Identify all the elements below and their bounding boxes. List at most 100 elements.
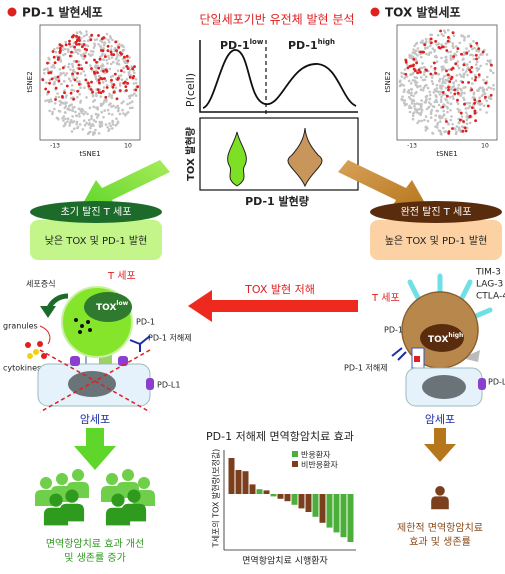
cell-dot xyxy=(82,70,85,73)
cell-dot xyxy=(462,96,465,100)
cell-dot xyxy=(462,53,466,57)
cell-dot xyxy=(116,69,120,72)
cell-dot xyxy=(108,122,111,125)
cell-dot xyxy=(128,101,132,105)
cell-dot xyxy=(72,34,75,37)
cell-dot xyxy=(126,82,130,85)
cell-dot xyxy=(464,107,468,110)
cell-dot xyxy=(69,91,73,95)
cell-dot xyxy=(104,100,108,103)
cell-dot xyxy=(464,85,467,89)
cell-dot xyxy=(454,62,458,66)
cell-dot xyxy=(420,55,423,59)
cell-dot xyxy=(470,106,474,109)
cell-dot xyxy=(78,92,81,96)
cell-dot xyxy=(470,88,474,92)
tick-label: -13 xyxy=(407,143,417,150)
cell-dot xyxy=(82,112,86,116)
cell-dot xyxy=(116,120,120,123)
cell-dot xyxy=(445,58,448,62)
cell-dot xyxy=(485,53,489,56)
cell-dot xyxy=(435,43,438,46)
cell-dot xyxy=(97,66,101,70)
cell-dot xyxy=(446,28,450,32)
cell-dot xyxy=(131,67,135,71)
cell-dot xyxy=(465,118,469,122)
cell-dot xyxy=(122,45,125,49)
cell-dot xyxy=(118,89,122,92)
cell-dot xyxy=(477,73,481,77)
cell-dot xyxy=(53,107,56,111)
cell-dot xyxy=(428,39,432,43)
cell-dot xyxy=(463,102,466,106)
cell-dot xyxy=(95,66,98,70)
cell-dot xyxy=(445,60,448,64)
cell-dot xyxy=(468,114,472,118)
cell-dot xyxy=(453,92,457,96)
cell-dot xyxy=(70,50,73,54)
panel-title: TOX 발현세포 xyxy=(385,5,461,20)
cell-dot xyxy=(114,47,117,50)
cell-dot xyxy=(69,79,72,83)
cell-dot xyxy=(414,52,418,56)
cell-dot xyxy=(120,69,123,73)
cell-dot xyxy=(428,97,431,101)
axes xyxy=(199,40,358,113)
cell-dot xyxy=(57,56,60,60)
cell-dot xyxy=(102,86,106,89)
axis-label: tSNE2 xyxy=(384,71,392,92)
cell-dot xyxy=(488,60,492,64)
cell-dot xyxy=(446,39,450,43)
cell-dot xyxy=(454,45,458,48)
cell-dot xyxy=(457,128,461,132)
cell-dot xyxy=(409,87,413,91)
cell-dot xyxy=(52,55,56,59)
marker-label: CTLA-4 xyxy=(476,292,505,302)
cell-dot xyxy=(73,70,77,74)
cell-dot xyxy=(125,65,129,68)
cell-dot xyxy=(105,86,109,89)
cell-dot xyxy=(82,52,85,56)
cell-dot xyxy=(452,34,456,38)
cell-dot xyxy=(54,76,58,79)
cell-dot xyxy=(82,43,86,46)
cell-dot xyxy=(434,71,437,75)
cell-dot xyxy=(68,39,71,43)
cell-dot xyxy=(66,117,70,120)
cell-dot xyxy=(108,128,111,131)
cell-dot xyxy=(71,109,75,113)
cell-dot xyxy=(453,52,457,56)
cell-dot xyxy=(107,38,110,42)
cell-dot xyxy=(438,84,442,87)
cell-dot xyxy=(136,85,140,89)
cell-dot xyxy=(424,75,428,78)
cell-dot xyxy=(438,79,441,83)
chart-title: PD-1 저해제 면역항암치료 효과 xyxy=(206,429,354,443)
cell-dot xyxy=(59,72,63,75)
cell-dot xyxy=(102,101,105,105)
cell-dot xyxy=(100,49,103,52)
cell-dot xyxy=(106,126,109,129)
cell-dot xyxy=(430,80,434,83)
cell-dot xyxy=(439,100,443,104)
cell-dot xyxy=(444,81,447,85)
cell-dot xyxy=(486,75,489,79)
cell-dot xyxy=(90,117,93,120)
cell-dot xyxy=(411,72,414,76)
cell-dot xyxy=(446,73,450,77)
axis-label: T세포의 TOX 발현량(보정값) xyxy=(211,449,221,549)
cell-dot xyxy=(134,81,138,85)
cell-dot xyxy=(446,94,449,98)
cell-dot xyxy=(460,89,463,92)
cell-dot xyxy=(411,51,415,54)
cell-dot xyxy=(62,48,65,51)
cell-dot xyxy=(70,84,74,87)
pd-l1 xyxy=(70,356,80,366)
cell-dot xyxy=(46,61,49,65)
cell-dot xyxy=(447,122,450,125)
cell-dot xyxy=(444,45,448,49)
outcome: 효과 및 생존률 xyxy=(409,536,471,548)
cell-dot xyxy=(489,93,493,97)
bar xyxy=(228,458,235,494)
cell-dot xyxy=(409,97,412,101)
